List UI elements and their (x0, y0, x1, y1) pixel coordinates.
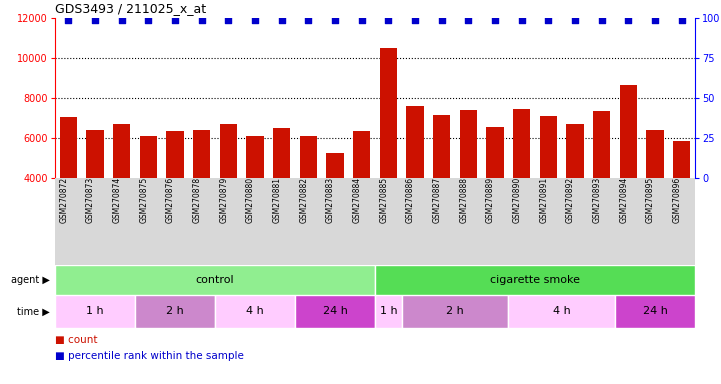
Point (676, 17, 687, 23)
Text: time ▶: time ▶ (17, 306, 50, 316)
Bar (402, 295, 508, 328)
Point (570, 17, 581, 23)
Point (116, 17, 128, 23)
Bar (619, 85, 637, 258)
Bar (407, 106, 424, 258)
Point (249, 17, 261, 23)
Bar (593, 111, 611, 258)
Point (303, 17, 314, 23)
Point (196, 17, 208, 23)
Point (383, 17, 394, 23)
Text: 2 h: 2 h (166, 306, 184, 316)
Point (329, 17, 341, 23)
Text: 1 h: 1 h (379, 306, 397, 316)
Bar (220, 124, 237, 258)
Text: ■ count: ■ count (55, 335, 97, 345)
Text: GDS3493 / 211025_x_at: GDS3493 / 211025_x_at (55, 2, 206, 15)
Bar (487, 127, 504, 258)
Bar (539, 116, 557, 258)
Bar (508, 295, 615, 328)
Bar (380, 48, 397, 258)
Bar (55, 265, 375, 295)
Point (276, 17, 288, 23)
Bar (193, 130, 211, 258)
Bar (140, 136, 157, 258)
Bar (615, 295, 695, 328)
Point (622, 17, 634, 23)
Point (356, 17, 368, 23)
Text: cigarette smoke: cigarette smoke (490, 275, 580, 285)
Bar (87, 130, 104, 258)
Text: 1 h: 1 h (87, 306, 104, 316)
Text: agent ▶: agent ▶ (11, 275, 50, 285)
Bar (646, 130, 663, 258)
Bar (513, 109, 531, 258)
Bar (135, 295, 215, 328)
Bar (55, 295, 135, 328)
Point (463, 17, 474, 23)
Bar (433, 115, 451, 258)
Text: ■ percentile rank within the sample: ■ percentile rank within the sample (55, 351, 244, 361)
Bar (375, 295, 402, 328)
Point (143, 17, 154, 23)
Point (649, 17, 660, 23)
Bar (295, 295, 375, 328)
Point (596, 17, 607, 23)
Bar (566, 124, 584, 258)
Bar (60, 117, 77, 258)
Bar (327, 153, 344, 258)
Bar (353, 131, 371, 258)
Text: 4 h: 4 h (553, 306, 570, 316)
Point (436, 17, 448, 23)
Bar (673, 141, 690, 258)
Point (169, 17, 181, 23)
Point (63, 17, 74, 23)
Point (516, 17, 528, 23)
Bar (460, 110, 477, 258)
Bar (375, 265, 695, 295)
Text: 2 h: 2 h (446, 306, 464, 316)
Point (543, 17, 554, 23)
Text: control: control (195, 275, 234, 285)
Text: 24 h: 24 h (642, 306, 668, 316)
Bar (273, 128, 291, 258)
Bar (247, 136, 264, 258)
Point (89, 17, 101, 23)
Text: 24 h: 24 h (322, 306, 348, 316)
Point (410, 17, 421, 23)
Bar (167, 131, 184, 258)
Bar (215, 295, 295, 328)
Text: 4 h: 4 h (246, 306, 264, 316)
Bar (300, 136, 317, 258)
Point (490, 17, 501, 23)
Point (223, 17, 234, 23)
Bar (113, 124, 131, 258)
